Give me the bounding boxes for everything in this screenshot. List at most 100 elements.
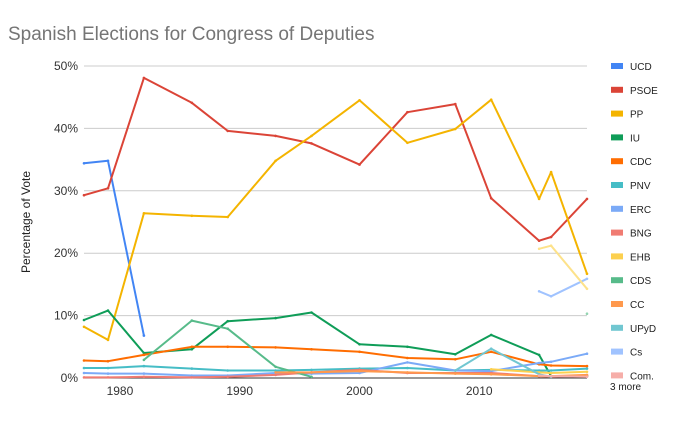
data-point-unlabeled — [585, 287, 589, 291]
data-point-cdc — [106, 359, 110, 363]
data-point-bng — [82, 376, 86, 379]
data-point-pnv — [537, 369, 541, 372]
legend-label: PNV — [630, 181, 651, 192]
data-point-pp — [537, 197, 541, 201]
legend-item[interactable]: UCD — [611, 62, 652, 73]
series-line-pp — [83, 98, 588, 341]
data-point-bng — [190, 376, 194, 379]
data-point-iu — [310, 311, 313, 314]
legend-item[interactable]: ERC — [611, 205, 651, 216]
data-point-psoe — [226, 129, 229, 133]
data-point-pnv — [142, 364, 146, 368]
legend-label: CC — [630, 300, 644, 311]
data-point-cdc — [489, 350, 493, 354]
legend-item[interactable]: CDS — [611, 276, 651, 287]
data-point-cds — [190, 319, 194, 322]
data-point-ucd — [82, 162, 86, 165]
data-point-upyd — [489, 347, 493, 351]
data-point-pp — [142, 212, 146, 215]
legend-swatch — [611, 205, 623, 212]
series-ucd — [82, 159, 146, 337]
data-point-cc — [406, 371, 409, 374]
data-point-erc — [406, 361, 409, 364]
data-point-erc — [190, 374, 194, 377]
data-point-psoe — [585, 197, 589, 201]
data-point-pp — [226, 215, 229, 219]
legend-item[interactable]: PNV — [611, 181, 651, 192]
data-point-iu — [190, 348, 194, 351]
legend-swatch — [611, 324, 623, 331]
legend-item[interactable]: Com. — [611, 371, 654, 382]
data-point-iu — [489, 333, 493, 337]
legend-swatch — [611, 253, 623, 260]
legend-swatch — [611, 182, 623, 188]
data-point-ehb — [489, 368, 493, 371]
data-point-iu — [82, 318, 86, 322]
legend-more-link[interactable]: 3 more — [610, 382, 642, 393]
data-point-cs — [537, 290, 541, 293]
legend-item[interactable]: BNG — [611, 229, 652, 240]
data-point-pnv — [106, 366, 110, 370]
data-point-pp — [406, 141, 409, 145]
data-point-psoe — [537, 239, 541, 242]
data-point-ucd — [106, 159, 110, 163]
data-point-iu — [142, 351, 146, 355]
series-unlabeled — [585, 312, 589, 316]
data-point-cs — [585, 277, 589, 281]
data-point-cdc — [142, 353, 146, 357]
data-point-cdc — [82, 359, 86, 362]
data-point-cds — [274, 365, 277, 369]
legend-item[interactable]: CDC — [611, 157, 652, 168]
data-point-upyd — [454, 369, 457, 372]
legend-swatch — [611, 301, 623, 307]
legend-label: Cs — [630, 348, 642, 359]
legend-item[interactable]: IU — [611, 133, 640, 144]
series-erc — [82, 352, 589, 377]
data-point-ehb — [549, 371, 553, 375]
data-point-pp — [489, 98, 493, 101]
x-tick-label: 2000 — [346, 384, 373, 398]
legend-item[interactable]: EHB — [611, 252, 651, 263]
data-point-cdc — [549, 364, 553, 367]
data-point-pp — [82, 325, 86, 329]
data-point-cdc — [274, 346, 277, 349]
legend-item[interactable]: PSOE — [611, 86, 658, 97]
data-point-psoe — [454, 102, 457, 106]
legend-swatch — [611, 134, 623, 141]
data-point-psoe — [106, 187, 110, 190]
data-point-cdc — [226, 345, 229, 349]
series-line-com — [539, 374, 588, 378]
data-point-iu — [454, 353, 457, 356]
series-line-ehb — [491, 368, 588, 374]
legend-item[interactable]: CC — [611, 300, 644, 311]
legend-item[interactable]: UPyD — [611, 324, 656, 335]
data-point-cdc — [454, 358, 457, 361]
legend-label: UCD — [630, 62, 652, 73]
data-point-erc — [82, 371, 86, 375]
legend-label: EHB — [630, 252, 651, 263]
data-point-ucd — [142, 334, 146, 337]
y-tick-label: 10% — [54, 309, 78, 323]
data-point-cs — [549, 295, 553, 298]
data-point-com — [585, 375, 589, 379]
data-point-cds — [142, 358, 146, 362]
data-point-psoe — [489, 197, 493, 200]
legend-label: Com. — [630, 371, 654, 382]
data-point-psoe — [274, 134, 277, 138]
data-point-erc — [106, 372, 110, 375]
data-point-pnv — [310, 368, 313, 372]
y-axis-label: Percentage of Vote — [19, 171, 33, 273]
gridlines — [84, 65, 587, 379]
data-point-psoe — [406, 110, 409, 114]
legend-item[interactable]: PP — [611, 110, 644, 121]
legend-label: UPyD — [630, 324, 656, 335]
legend: UCD PSOE PP IU CDC PNV ERC BNG EHB CDS CC UPyD Cs Com… — [611, 62, 658, 382]
series-unlabeled — [537, 244, 589, 291]
legend-item[interactable]: Cs — [611, 348, 642, 359]
data-point-unlabeled — [537, 247, 541, 251]
data-point-erc — [585, 352, 589, 356]
axes: 0% 10% 20% 30% 40% 50% 1980 1990 2000 2010 — [54, 59, 493, 398]
x-tick-label: 2010 — [466, 384, 493, 398]
data-point-erc — [142, 372, 146, 375]
data-point-erc — [537, 361, 541, 365]
